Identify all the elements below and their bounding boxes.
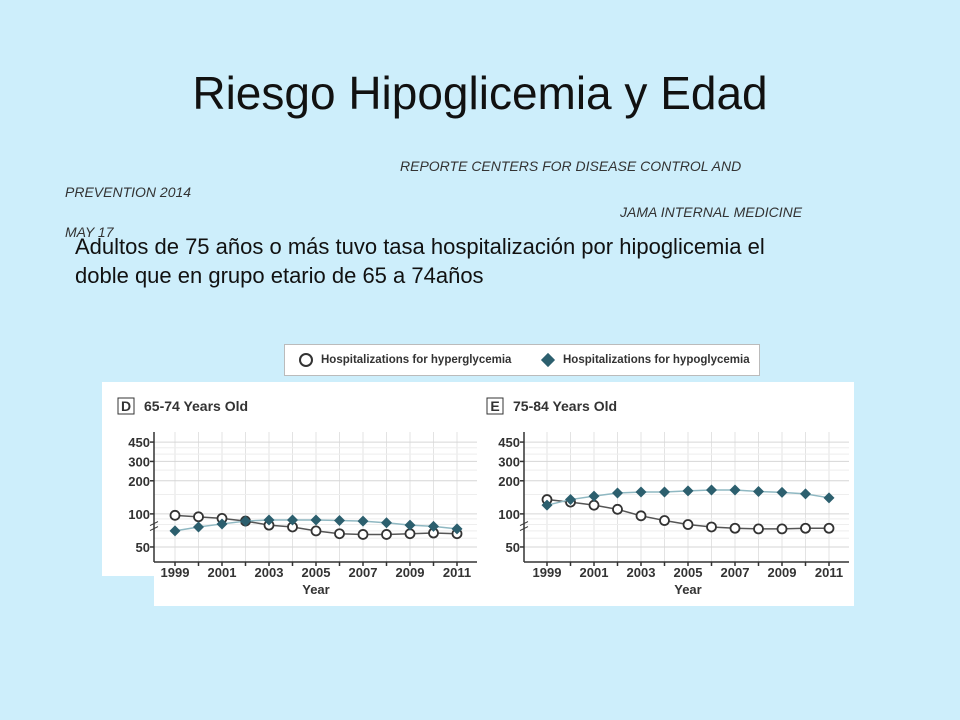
source-line-1: REPORTE CENTERS FOR DISEASE CONTROL AND	[400, 158, 742, 174]
data-point-hyperglycemia	[381, 529, 392, 540]
y-tick-label: 50	[136, 540, 150, 555]
data-point-hypoglycemia	[729, 484, 741, 496]
data-point-hyperglycemia	[800, 522, 811, 534]
axis-break-mark	[519, 521, 529, 527]
x-tick-label: 2001	[208, 565, 237, 580]
data-point-hypoglycemia	[216, 518, 228, 530]
data-point-hypoglycemia	[193, 521, 204, 533]
x-tick-label: 2009	[396, 565, 425, 580]
data-point-hypoglycemia	[287, 514, 298, 526]
y-tick-label: 100	[498, 507, 520, 522]
data-point-hyperglycemia	[588, 499, 600, 511]
source-line-3: JAMA INTERNAL MEDICINE	[620, 204, 803, 220]
y-tick-label: 50	[506, 540, 520, 555]
data-point-hyperglycemia	[729, 522, 741, 534]
panel-letter-box	[117, 397, 135, 415]
legend-label-hypoglycemia: Hospitalizations for hypoglycemia	[563, 354, 750, 366]
y-tick-label: 300	[128, 454, 150, 469]
data-point-hypoglycemia	[565, 494, 576, 506]
data-point-hypoglycemia	[659, 486, 670, 498]
y-tick-label: 450	[498, 435, 520, 450]
y-tick-label: 300	[498, 454, 520, 469]
y-tick-label: 200	[498, 474, 520, 489]
axis-break-mark	[519, 526, 529, 532]
data-point-hypoglycemia	[381, 517, 392, 529]
chart-panel-background-main	[154, 382, 854, 606]
open-circle-marker-icon	[299, 353, 313, 367]
x-tick-label: 2001	[580, 565, 609, 580]
legend-item-hyperglycemia: Hospitalizations for hyperglycemia	[299, 345, 511, 375]
data-point-hyperglycemia	[612, 503, 623, 515]
source-line-2: PREVENTION 2014	[65, 184, 192, 200]
data-point-hypoglycemia	[753, 485, 764, 497]
data-point-hypoglycemia	[612, 487, 623, 499]
axis-break-mark	[149, 521, 159, 527]
x-tick-label: 2011	[815, 565, 843, 580]
x-tick-label: 1999	[161, 565, 190, 580]
panel-letter: D	[121, 398, 131, 414]
data-point-hypoglycemia	[588, 490, 600, 502]
data-point-hypoglycemia	[800, 488, 811, 500]
data-point-hyperglycemia	[334, 528, 345, 540]
data-point-hyperglycemia	[682, 519, 694, 530]
x-tick-label: 2003	[255, 565, 284, 580]
x-axis-title: Year	[674, 582, 701, 597]
x-tick-label: 2009	[768, 565, 797, 580]
data-point-hypoglycemia	[635, 486, 647, 498]
legend-label-hyperglycemia: Hospitalizations for hyperglycemia	[321, 354, 512, 366]
data-point-hypoglycemia	[823, 492, 835, 504]
data-point-hypoglycemia	[776, 486, 788, 498]
x-tick-label: 2005	[302, 565, 331, 580]
y-tick-label: 100	[128, 507, 150, 522]
x-tick-label: 2007	[349, 565, 378, 580]
chart-legend: Hospitalizations for hyperglycemia Hospi…	[284, 344, 760, 376]
data-point-hyperglycemia	[776, 523, 788, 535]
y-tick-label: 450	[128, 435, 150, 450]
data-point-hypoglycemia	[706, 484, 717, 496]
summary-text: Adultos de 75 años o más tuvo tasa hospi…	[75, 234, 765, 288]
x-tick-label: 2007	[721, 565, 750, 580]
data-point-hypoglycemia	[404, 519, 416, 531]
panel-letter-box	[486, 397, 504, 415]
data-point-hyperglycemia	[823, 522, 835, 534]
x-tick-label: 2005	[674, 565, 703, 580]
data-point-hypoglycemia	[682, 485, 694, 497]
x-axis-title: Year	[302, 582, 329, 597]
x-tick-label: 1999	[533, 565, 562, 580]
data-point-hyperglycemia	[706, 521, 717, 533]
data-point-hyperglycemia	[635, 510, 647, 522]
data-point-hyperglycemia	[169, 509, 181, 521]
data-point-hyperglycemia	[193, 511, 204, 523]
axis-break-mark	[149, 526, 159, 532]
panel-title: 65-74 Years Old	[144, 398, 248, 414]
data-point-hypoglycemia	[240, 515, 251, 527]
data-point-hyperglycemia	[357, 529, 369, 540]
chart-panel-d: D 65-74 Years Old 450 300 200 100 50 1999 2001 20…	[117, 397, 477, 597]
legend-item-hypoglycemia: Hospitalizations for hypoglycemia	[540, 345, 750, 375]
chart-panel-e: E 75-84 Years Old 450 300 200 100 50 1999 2001 20…	[486, 397, 849, 597]
data-point-hypoglycemia	[451, 523, 463, 535]
slide-title: Riesgo Hipoglicemia y Edad	[192, 67, 768, 119]
data-point-hyperglycemia	[659, 515, 670, 526]
data-point-hypoglycemia	[357, 515, 369, 527]
data-point-hypoglycemia	[541, 499, 553, 511]
x-tick-label: 2003	[627, 565, 656, 580]
panel-letter: E	[490, 398, 499, 414]
data-point-hyperglycemia	[310, 525, 322, 537]
source-line-4: MAY 17	[65, 224, 114, 240]
data-point-hyperglycemia	[753, 523, 764, 535]
panel-title: 75-84 Years Old	[513, 398, 617, 414]
data-point-hypoglycemia	[428, 520, 439, 532]
y-tick-label: 200	[128, 474, 150, 489]
data-point-hypoglycemia	[334, 515, 345, 527]
data-point-hypoglycemia	[169, 525, 181, 537]
data-point-hypoglycemia	[263, 514, 275, 526]
data-point-hypoglycemia	[310, 514, 322, 526]
x-tick-label: 2011	[443, 565, 471, 580]
